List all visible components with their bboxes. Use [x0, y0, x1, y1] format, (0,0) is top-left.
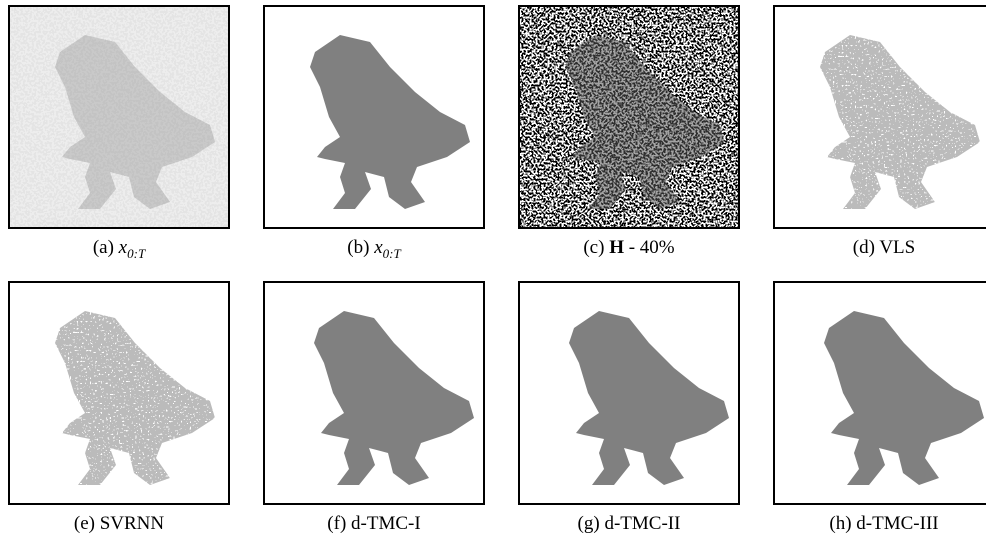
- panel-image: [263, 5, 485, 229]
- caption-part: d-TMC-III: [856, 513, 938, 534]
- panel-image: [518, 5, 740, 229]
- caption: (g) d-TMC-II: [518, 513, 740, 535]
- caption: (c) H - 40%: [518, 237, 740, 259]
- caption: (e) SVRNN: [8, 513, 230, 535]
- caption-part: H: [609, 237, 624, 258]
- caption: (f) d-TMC-I: [263, 513, 485, 535]
- image: [520, 7, 738, 227]
- caption-part: (f): [327, 513, 346, 534]
- caption-part: (b): [347, 237, 369, 258]
- panel: (h) d-TMC-III: [773, 281, 986, 535]
- panel-image: [263, 281, 485, 505]
- panel: (f) d-TMC-I: [263, 281, 485, 535]
- panel: (d) VLS: [773, 5, 986, 259]
- caption-part: 0:T: [127, 246, 145, 261]
- caption-part: (g): [578, 513, 600, 534]
- caption-part: (c): [583, 237, 604, 258]
- caption-part: (a): [93, 237, 114, 258]
- caption-part: (d): [853, 237, 875, 258]
- image: [775, 7, 986, 227]
- panel: (e) SVRNN: [8, 281, 230, 535]
- caption: (d) VLS: [773, 237, 986, 259]
- caption-part: x: [119, 237, 127, 258]
- panel-image: [8, 5, 230, 229]
- panel: (b) x0:T: [263, 5, 485, 262]
- image: [10, 7, 228, 227]
- caption-part: VLS: [879, 237, 915, 258]
- caption: (a) x0:T: [8, 237, 230, 262]
- caption: (h) d-TMC-III: [773, 513, 986, 535]
- image: [10, 283, 228, 503]
- caption-part: - 40%: [629, 237, 675, 258]
- figure: (a) x0:T(b) x0:T(c) H - 40%(d) VLS(e) SV…: [0, 0, 986, 535]
- panel-image: [773, 5, 986, 229]
- caption-part: 0:T: [383, 246, 401, 261]
- panel: (a) x0:T: [8, 5, 230, 262]
- caption-part: (e): [74, 513, 95, 534]
- panel-image: [518, 281, 740, 505]
- panel: (g) d-TMC-II: [518, 281, 740, 535]
- caption-part: (h): [829, 513, 851, 534]
- image: [775, 283, 986, 503]
- caption-part: SVRNN: [100, 513, 164, 534]
- image: [265, 283, 483, 503]
- caption-part: d-TMC-II: [604, 513, 680, 534]
- caption-part: d-TMC-I: [351, 513, 421, 534]
- caption: (b) x0:T: [263, 237, 485, 262]
- caption-part: x: [374, 237, 382, 258]
- panel-image: [8, 281, 230, 505]
- panel-image: [773, 281, 986, 505]
- image: [265, 7, 483, 227]
- image: [520, 283, 738, 503]
- panel: (c) H - 40%: [518, 5, 740, 259]
